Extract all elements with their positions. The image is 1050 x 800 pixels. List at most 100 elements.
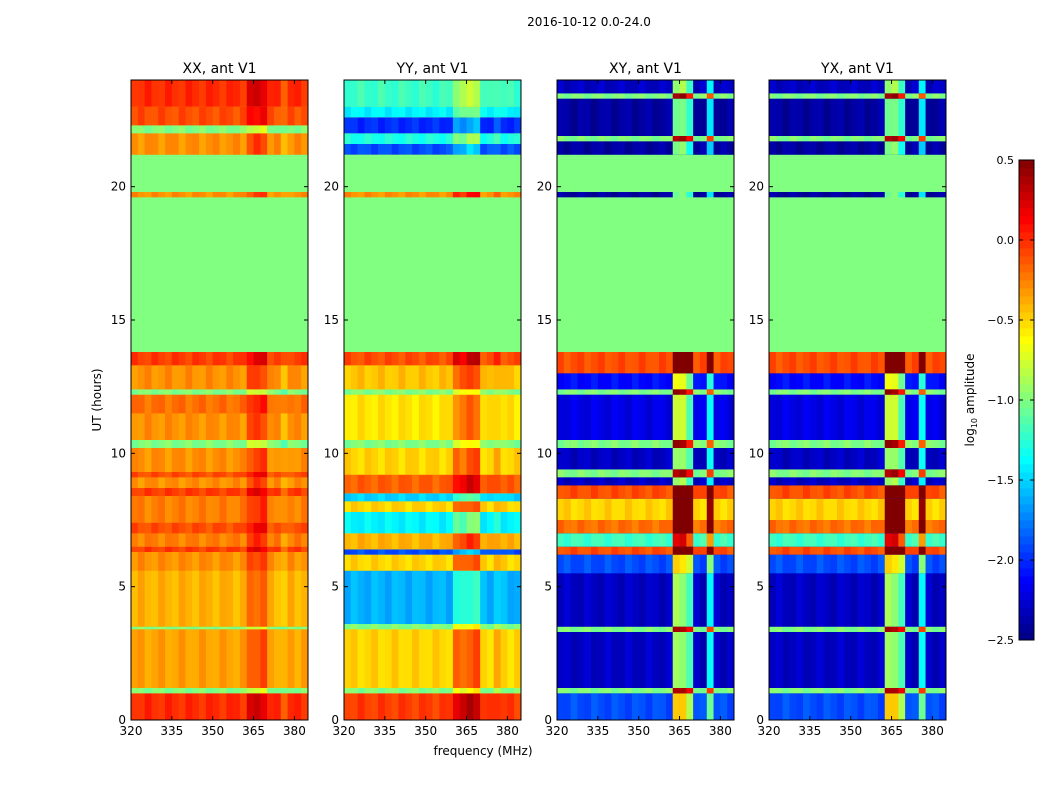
heatmap-cell	[514, 440, 522, 448]
heatmap-cell	[563, 192, 571, 198]
heatmap-cell	[713, 93, 721, 99]
heatmap-cell	[659, 136, 667, 142]
heatmap-cell	[782, 440, 790, 448]
heatmap-cell	[205, 106, 213, 126]
heatmap-cell	[911, 469, 920, 478]
heatmap-cell	[267, 546, 275, 552]
heatmap-cell	[850, 520, 858, 534]
heatmap-cell	[604, 192, 612, 198]
heatmap-cell	[570, 440, 578, 448]
heatmap-cell	[837, 98, 845, 136]
heatmap-cell	[466, 688, 474, 694]
heatmap-cell	[918, 192, 926, 198]
heatmap-cell	[480, 474, 488, 494]
heatmap-cell	[652, 498, 660, 520]
heatmap-cell	[171, 125, 179, 134]
heatmap-cell	[432, 192, 440, 198]
heatmap-cell	[246, 192, 254, 198]
heatmap-cell	[699, 498, 708, 520]
heatmap-cell	[405, 693, 413, 720]
heatmap-cell	[604, 394, 612, 440]
heatmap-cell	[199, 133, 207, 155]
heatmap-cell	[158, 133, 166, 155]
heatmap-cell	[185, 192, 193, 198]
heatmap-cell	[809, 498, 817, 520]
heatmap-cell	[713, 485, 721, 499]
heatmap-cell	[939, 520, 947, 534]
heatmap-cell	[378, 474, 386, 494]
heatmap-cell	[391, 474, 399, 494]
heatmap-cell	[618, 688, 626, 694]
heatmap-cell	[597, 93, 605, 99]
heatmap-cell	[287, 125, 295, 134]
heatmap-cell	[459, 693, 467, 720]
heatmap-cell	[659, 141, 667, 155]
heatmap-cell	[789, 373, 797, 390]
heatmap-cell	[905, 373, 913, 390]
heatmap-cell	[925, 693, 933, 720]
heatmap-cell	[557, 632, 565, 688]
heatmap-cell	[253, 496, 261, 523]
heatmap-cell	[693, 632, 701, 688]
heatmap-cell	[287, 477, 295, 488]
heatmap-cell	[796, 477, 804, 486]
heatmap-cell	[137, 626, 145, 630]
heatmap-cell	[679, 632, 687, 688]
heatmap-cell	[584, 573, 592, 627]
heatmap-cell	[631, 141, 639, 155]
heatmap-cell	[809, 136, 817, 142]
heatmap-cell	[631, 485, 639, 499]
heatmap-cell	[151, 192, 159, 198]
heatmap-cell	[273, 192, 282, 198]
heatmap-cell	[378, 192, 386, 198]
heatmap-cell	[625, 554, 633, 574]
heatmap-cell	[891, 192, 899, 198]
heatmap-cell	[364, 533, 372, 550]
heatmap-cell	[439, 117, 447, 134]
heatmap-cell	[219, 533, 227, 547]
heatmap-cell	[294, 394, 302, 414]
heatmap-cell	[727, 533, 735, 547]
heatmap-cell	[843, 469, 851, 478]
heatmap-cell	[233, 472, 241, 478]
heatmap-cell	[178, 626, 186, 630]
heatmap-cell	[864, 136, 872, 142]
heatmap-cell	[507, 440, 515, 448]
heatmap-cell	[727, 626, 735, 632]
heatmap-cell	[706, 192, 714, 198]
heatmap-cell	[398, 192, 406, 198]
heatmap-cell	[398, 570, 406, 624]
heatmap-cell	[693, 373, 701, 390]
heatmap-cell	[171, 688, 179, 694]
heatmap-cell	[782, 546, 790, 555]
heatmap-cell	[273, 125, 282, 134]
heatmap-cell	[192, 352, 200, 366]
heatmap-cell	[507, 133, 515, 144]
heatmap-cell	[425, 493, 433, 502]
heatmap-cell	[412, 688, 420, 694]
heatmap-cell	[500, 533, 508, 550]
x-tick-label: 365	[880, 724, 903, 738]
heatmap-cell	[932, 373, 940, 390]
heatmap-cell	[584, 192, 592, 198]
heatmap-cell	[782, 192, 790, 198]
heatmap-cell	[246, 570, 254, 627]
heatmap-cell	[706, 546, 714, 555]
heatmap-cell	[267, 192, 275, 198]
heatmap-cell	[769, 440, 777, 448]
heatmap-cell	[699, 141, 708, 155]
heatmap-cell	[466, 624, 474, 630]
colorbar-segment	[1019, 472, 1034, 481]
heatmap-cell	[665, 141, 674, 155]
heatmap-cell	[398, 629, 406, 688]
heatmap-cell	[563, 136, 571, 142]
heatmap-cell	[557, 533, 565, 547]
heatmap-cell	[706, 136, 714, 142]
heatmap-cell	[473, 570, 481, 624]
heatmap-cell	[905, 546, 913, 555]
heatmap-cell	[371, 133, 379, 144]
heatmap-cell	[877, 688, 886, 694]
heatmap-cell	[659, 93, 667, 99]
heatmap-cell	[618, 626, 626, 632]
heatmap-cell	[425, 549, 433, 555]
